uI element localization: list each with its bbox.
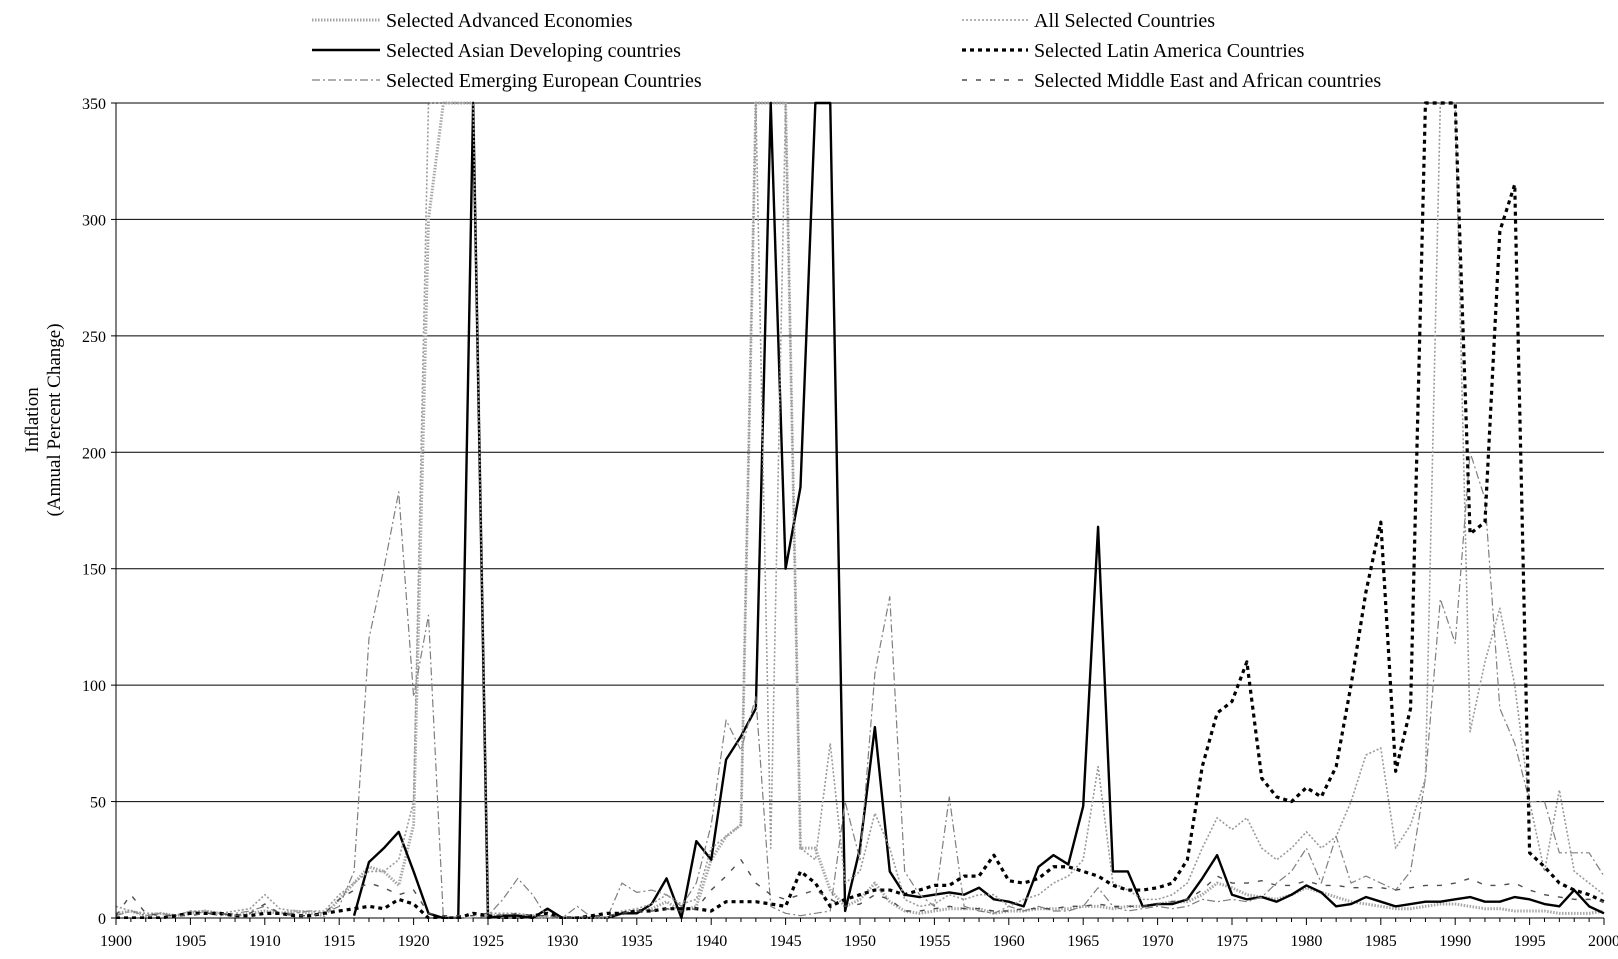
- y-axis-title: Inflation: [22, 387, 43, 453]
- y-tick-label: 300: [82, 212, 106, 229]
- x-tick-label: 1970: [1142, 933, 1174, 950]
- y-tick-label: 350: [82, 96, 106, 113]
- legend-label-1: Selected Asian Developing countries: [386, 40, 681, 62]
- series-line-0: [116, 101, 1605, 919]
- x-tick-label: 1955: [918, 933, 950, 950]
- y-tick-label: 100: [82, 678, 106, 695]
- series-lines: [116, 101, 1605, 919]
- legend-label-3: All Selected Countries: [1034, 10, 1215, 32]
- x-tick-label: 1930: [546, 933, 578, 950]
- x-tick-label: 1940: [695, 933, 727, 950]
- x-tick-label: 2000: [1588, 933, 1618, 950]
- x-tick-label: 1905: [174, 933, 206, 950]
- x-tick-label: 1995: [1514, 933, 1546, 950]
- x-tick-label: 1990: [1439, 933, 1471, 950]
- x-tick-label: 1980: [1290, 933, 1322, 950]
- legend-label-4: Selected Latin America Countries: [1034, 40, 1305, 62]
- x-tick-label: 1950: [844, 933, 876, 950]
- y-tick-label: 0: [98, 911, 106, 928]
- x-tick-label: 1900: [100, 933, 132, 950]
- series-line-3: [116, 102, 1605, 919]
- y-tick-label: 50: [90, 795, 106, 812]
- x-tick-label: 1965: [1067, 933, 1099, 950]
- y-tick-label: 200: [82, 445, 106, 462]
- series-line-5: [116, 859, 1605, 919]
- legend: Selected Advanced Economies Selected Asia…: [312, 10, 1381, 92]
- gridlines: [116, 102, 1604, 919]
- y-tick-label: 250: [82, 329, 106, 346]
- x-tick-label: 1960: [993, 933, 1025, 950]
- legend-label-5: Selected Middle East and African countri…: [1034, 70, 1381, 92]
- x-tick-label: 1985: [1365, 933, 1397, 950]
- x-tick-label: 1975: [1216, 933, 1248, 950]
- x-tick-label: 1920: [398, 933, 430, 950]
- y-axis-title-line2: (Annual Percent Change): [44, 323, 65, 516]
- y-tick-label: 150: [82, 562, 106, 579]
- series-line-2: [116, 451, 1605, 919]
- x-tick-label: 1915: [323, 933, 355, 950]
- x-tick-label: 1910: [249, 933, 281, 950]
- x-tick-label: 1945: [770, 933, 802, 950]
- x-tick-label: 1935: [621, 933, 653, 950]
- legend-label-2: Selected Emerging European Countries: [386, 70, 702, 92]
- series-line-4: [116, 101, 1605, 919]
- legend-label-0: Selected Advanced Economies: [386, 10, 633, 32]
- x-tick-label: 1925: [472, 933, 504, 950]
- axes: 0 50 100 150 200 250 300 350 1900 1905 1910 1915 192…: [82, 96, 1618, 950]
